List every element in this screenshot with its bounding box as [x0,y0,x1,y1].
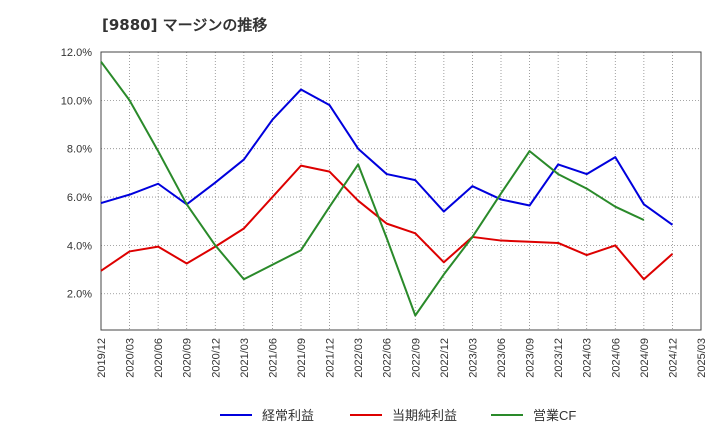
x-tick-label: 2023/09 [525,338,537,378]
y-tick-label: 6.0% [67,192,92,204]
x-tick-label: 2023/06 [496,338,508,378]
x-tick-label: 2024/03 [582,338,594,378]
chart-title: [9880] マージンの推移 [102,16,268,34]
x-tick-label: 2025/03 [696,338,708,378]
legend: 経常利益 当期純利益 営業CF [220,408,576,423]
plot-frame [100,51,702,331]
x-tick-label: 2020/09 [182,338,194,378]
x-tick-label: 2022/09 [410,338,422,378]
grid-layer [101,52,701,330]
x-tick-label: 2024/06 [610,338,622,378]
x-tick-label: 2019/12 [96,338,108,378]
legend-label-2: 営業CF [533,408,576,423]
series-layer [100,61,674,317]
y-tick-label: 2.0% [67,289,92,301]
x-tick-label: 2024/09 [639,338,651,378]
x-tick-label: 2023/03 [467,338,479,378]
legend-label-0: 経常利益 [262,408,314,423]
x-tick-label: 2022/06 [382,338,394,378]
series-line-2 [100,61,645,317]
x-tick-label: 2021/09 [296,338,308,378]
x-tick-label: 2024/12 [667,338,679,378]
y-tick-label: 10.0% [61,95,92,107]
y-tick-label: 12.0% [61,47,92,59]
x-tick-label: 2021/03 [239,338,251,378]
x-tick-label: 2020/03 [125,338,137,378]
y-tick-label: 8.0% [67,144,92,156]
series-line-0 [100,88,674,226]
legend-label-1: 当期純利益 [392,408,457,423]
x-tick-label: 2022/12 [439,338,451,378]
axis-layer: 2.0% 4.0% 6.0% 8.0% 10.0% 12.0% 2019/12 2020/03… [61,47,708,378]
y-tick-label: 4.0% [67,240,92,252]
x-tick-label: 2020/12 [210,338,222,378]
x-tick-label: 2021/12 [325,338,337,378]
x-tick-label: 2020/06 [153,338,165,378]
series-line-1 [100,164,674,281]
x-tick-label: 2023/12 [553,338,565,378]
x-tick-label: 2022/03 [353,338,365,378]
x-tick-label: 2021/06 [267,338,279,378]
